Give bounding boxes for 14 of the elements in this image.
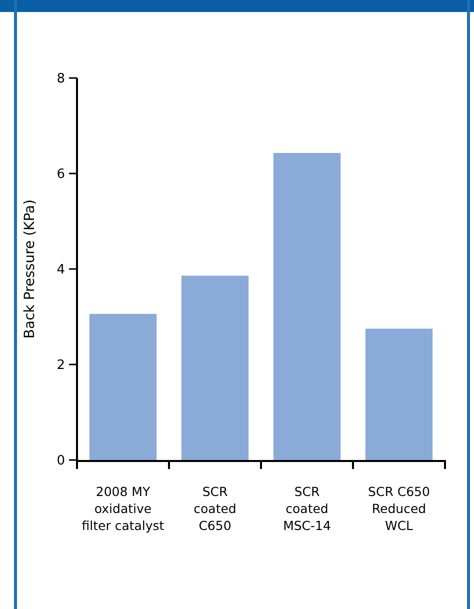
y-axis-title: Back Pressure (KPa) — [22, 199, 38, 339]
x-tick-label: 2008 MY oxidative filter catalyst — [82, 484, 164, 533]
y-tick-label: 0 — [56, 454, 65, 469]
bar — [273, 152, 341, 460]
y-tick-label: 8 — [56, 72, 65, 87]
bar — [181, 276, 249, 460]
x-tick-label: SCR coated MSC-14 — [283, 484, 331, 533]
x-tick-label: SCR coated C650 — [194, 484, 236, 533]
x-tick-label: SCR C650 Reduced WCL — [368, 484, 430, 533]
bar — [89, 314, 157, 460]
y-tick-label: 6 — [56, 167, 65, 182]
bar — [365, 328, 433, 460]
y-tick-label: 4 — [56, 262, 65, 278]
y-tick-label: 2 — [56, 358, 65, 374]
